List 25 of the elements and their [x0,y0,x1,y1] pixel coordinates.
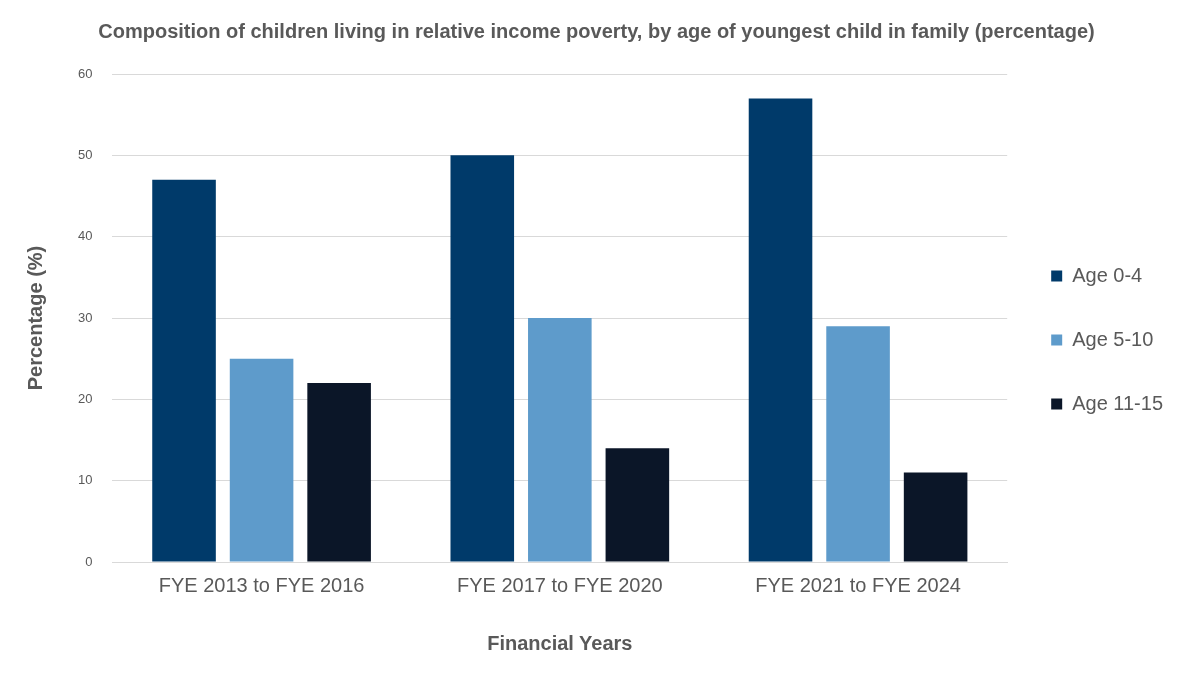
bar [307,383,371,562]
y-axis-title: Percentage (%) [23,245,46,391]
y-tick-label: 40 [77,228,93,244]
y-tick-label: 60 [77,65,93,81]
x-tick-label: FYE 2017 to FYE 2020 [456,573,663,596]
y-tick-label: 20 [77,390,93,406]
y-tick-label: 10 [77,472,93,488]
bar [903,472,968,562]
bar [528,318,592,562]
bar [450,155,515,562]
bar [605,448,670,562]
bar [826,326,890,562]
legend-label: Age 0-4 [1072,263,1143,286]
bar [152,179,216,562]
bar [748,98,813,562]
y-tick-label: 0 [85,553,93,569]
x-tick-label: FYE 2013 to FYE 2016 [158,573,365,596]
x-tick-label: FYE 2021 to FYE 2024 [755,573,961,596]
y-tick-label: 30 [77,309,93,325]
x-axis-title: Financial Years [487,631,633,654]
y-tick-label: 50 [77,146,93,162]
bar [229,358,294,562]
legend-label: Age 5-10 [1072,327,1154,350]
legend-label: Age 11-15 [1072,391,1163,414]
chart-title: Composition of children living in relative income poverty, by age of youngest child in family (percentage) [98,19,1095,42]
